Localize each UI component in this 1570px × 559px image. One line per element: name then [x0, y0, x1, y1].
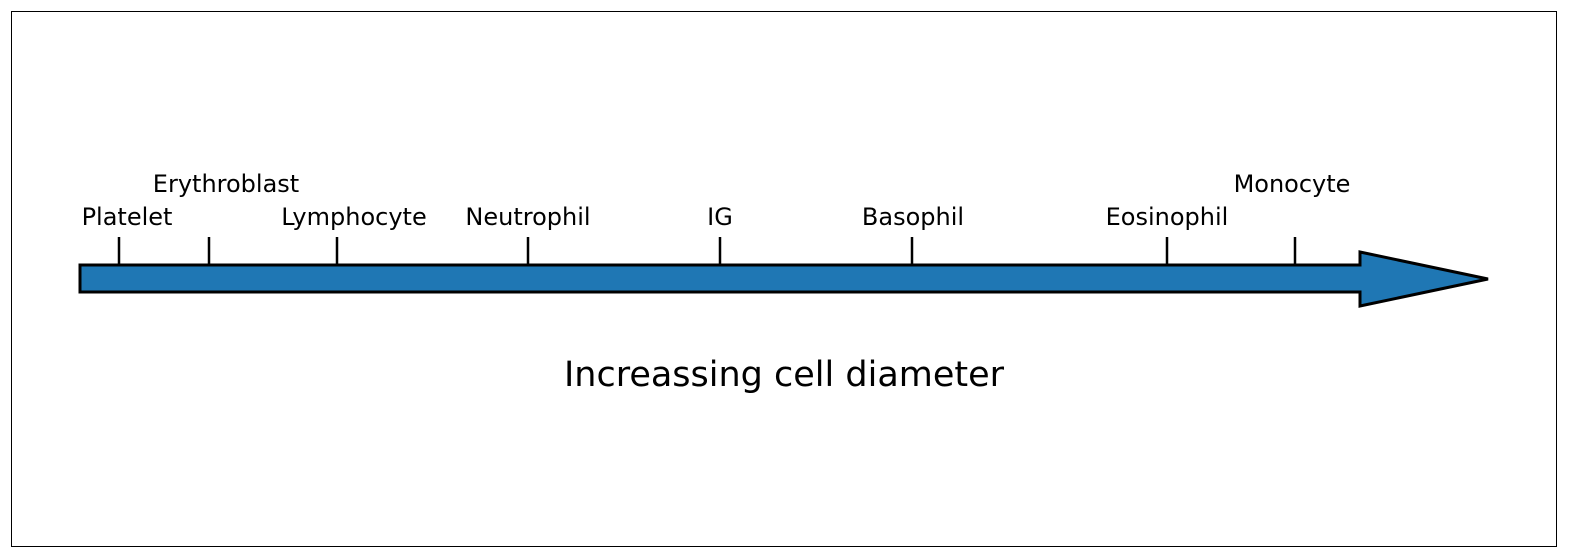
diagram-caption: Increassing cell diameter: [564, 355, 1005, 395]
label-lymphocyte: Lymphocyte: [281, 203, 426, 231]
size-arrow: [78, 250, 1489, 308]
label-platelet: Platelet: [82, 203, 173, 231]
label-eosinophil: Eosinophil: [1106, 203, 1229, 231]
tick-group: [117, 237, 1297, 265]
label-group: Platelet Erythroblast Lymphocyte Neutrophil…: [82, 170, 1351, 231]
label-erythroblast: Erythroblast: [153, 170, 299, 198]
diagram-frame: [11, 11, 1557, 547]
label-monocyte: Monocyte: [1234, 170, 1351, 198]
label-ig: IG: [707, 203, 733, 231]
label-basophil: Basophil: [862, 203, 964, 231]
label-neutrophil: Neutrophil: [465, 203, 590, 231]
